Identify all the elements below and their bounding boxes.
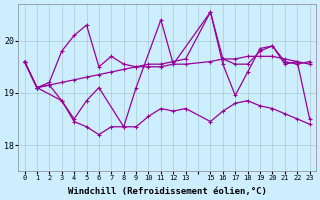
X-axis label: Windchill (Refroidissement éolien,°C): Windchill (Refroidissement éolien,°C) — [68, 187, 267, 196]
